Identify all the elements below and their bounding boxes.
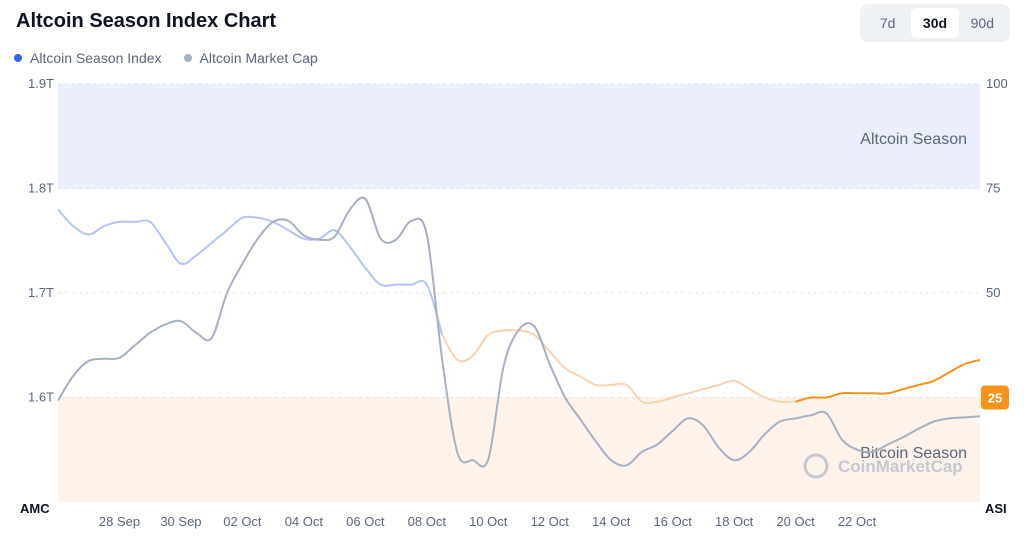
x-tick-label: 16 Oct <box>654 514 693 529</box>
left-axis-ticks: 1.6T 1.7T 1.8T 1.9T <box>28 76 54 405</box>
chart-title: Altcoin Season Index Chart <box>16 10 277 32</box>
series-altcoin-market-cap-line <box>57 196 981 468</box>
altcoin-season-band <box>58 84 980 189</box>
legend-item-market-cap[interactable]: Altcoin Market Cap <box>183 50 318 66</box>
x-tick-label: 10 Oct <box>469 514 508 529</box>
x-tick-label: 30 Sep <box>160 514 201 529</box>
x-axis-ticks: 28 Sep 30 Sep 02 Oct 04 Oct 06 Oct 08 Oct 10 O… <box>99 514 877 529</box>
right-tick-label: 100 <box>986 76 1008 91</box>
x-tick-label: 04 Oct <box>285 514 324 529</box>
right-axis-label: ASI <box>985 501 1007 516</box>
legend-dot-icon <box>183 54 192 62</box>
x-tick-label: 12 Oct <box>531 514 570 529</box>
x-tick-label: 08 Oct <box>408 514 447 529</box>
x-tick-label: 18 Oct <box>715 514 754 529</box>
index-line-segment <box>441 329 796 405</box>
time-range-selector: 7d 30d 90d <box>860 4 1010 42</box>
legend-dot-icon <box>14 54 22 62</box>
legend-item-index[interactable]: Altcoin Season Index <box>14 50 162 66</box>
altcoin-season-label: Altcoin Season <box>860 131 967 148</box>
right-tick-label: 75 <box>986 181 1000 196</box>
right-axis-ticks: 25 50 75 100 <box>986 76 1008 405</box>
coinmarketcap-logo-icon <box>803 453 829 479</box>
x-tick-label: 28 Sep <box>99 514 140 529</box>
left-tick-label: 1.9T <box>28 76 54 91</box>
x-tick-label: 22 Oct <box>838 514 877 529</box>
watermark: CoinMarketCap <box>803 453 963 479</box>
bitcoin-season-band <box>58 397 980 502</box>
x-tick-label: 06 Oct <box>346 514 385 529</box>
range-7d-button[interactable]: 7d <box>879 15 896 31</box>
left-tick-label: 1.6T <box>28 390 54 405</box>
legend-label: Altcoin Market Cap <box>199 50 318 66</box>
x-tick-label: 20 Oct <box>776 514 815 529</box>
watermark-text: CoinMarketCap <box>838 457 963 476</box>
current-value-text: 25 <box>988 391 1002 406</box>
x-tick-label: 02 Oct <box>223 514 262 529</box>
left-tick-label: 1.7T <box>28 285 54 300</box>
x-tick-label: 14 Oct <box>592 514 631 529</box>
legend-label: Altcoin Season Index <box>30 50 162 66</box>
left-axis-label: AMC <box>20 501 50 516</box>
current-value-badge: 25 <box>981 385 1009 410</box>
series-altcoin-season-index <box>57 208 981 405</box>
range-90d-button[interactable]: 90d <box>970 15 994 31</box>
range-30d-button[interactable]: 30d <box>911 8 959 38</box>
current-value-badge-bg <box>981 385 1009 410</box>
chart-legend: Altcoin Season Index Altcoin Market Cap <box>14 50 318 66</box>
index-line-segment <box>57 208 444 336</box>
right-tick-label: 50 <box>986 285 1000 300</box>
left-tick-label: 1.8T <box>28 181 54 196</box>
index-line-segment <box>795 358 981 403</box>
bitcoin-season-label: Bitcoin Season <box>860 445 967 462</box>
